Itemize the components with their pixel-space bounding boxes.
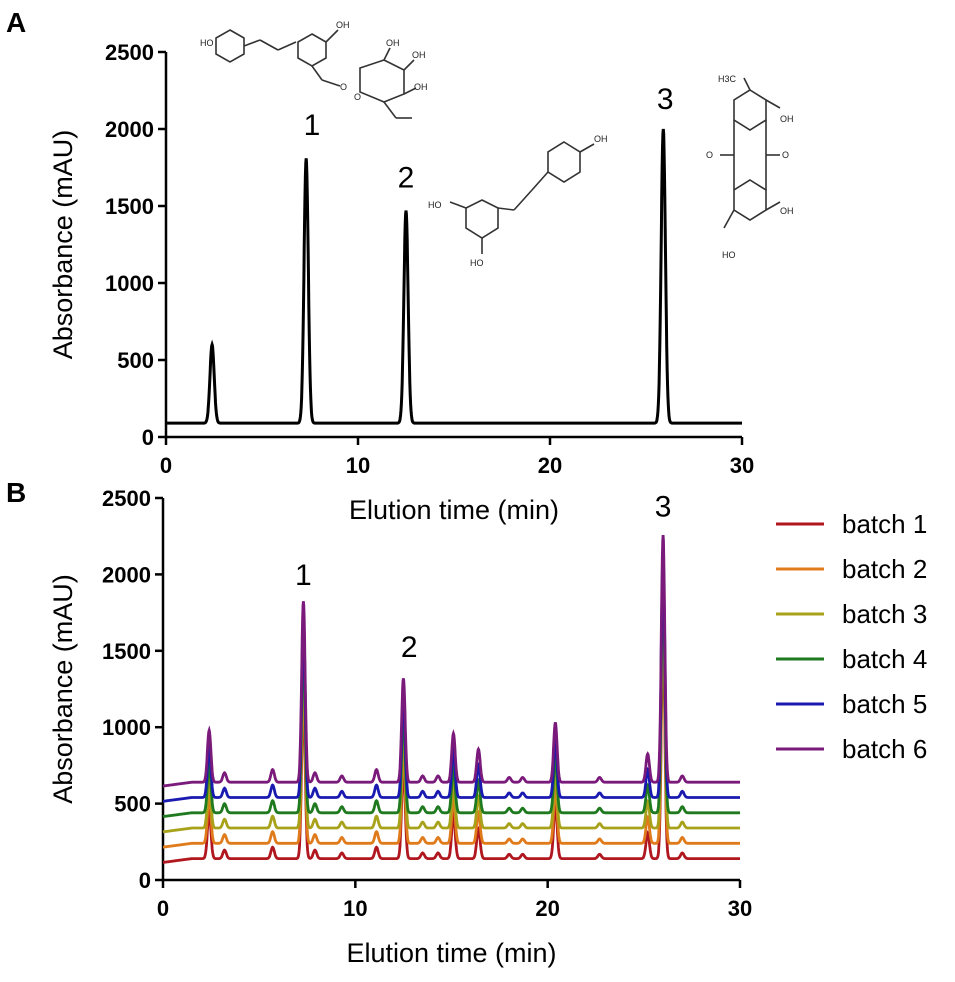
- panel-a-x-tick-label: 0: [160, 453, 172, 478]
- emodin-structure: H3C OH O O OH HO: [706, 74, 794, 260]
- legend-label-batch-4: batch 4: [842, 644, 927, 674]
- panel-b-x-tick-label: 30: [728, 896, 752, 921]
- resveratrol-ho-2-label: HO: [470, 258, 484, 268]
- panel-a-x-tick-label: 30: [730, 453, 754, 478]
- panel-a-y-tick-label: 500: [117, 348, 154, 373]
- polydatin-o-2-label: O: [354, 92, 361, 102]
- panel-a-peak-label-2: 2: [398, 162, 415, 195]
- panel-b-peak-label-3: 3: [655, 490, 672, 523]
- legend-label-batch-3: batch 3: [842, 599, 927, 629]
- panel-a-y-tick-label: 2000: [105, 117, 154, 142]
- panel-b-y-axis-title: Absorbance (mAU): [48, 574, 78, 804]
- panel-b-x-axis-title: Elution time (min): [346, 938, 556, 968]
- emodin-oh-1-label: OH: [780, 114, 794, 124]
- panel-a-peak-label-1: 1: [304, 109, 321, 142]
- panel-b-x-tick-label: 20: [535, 896, 559, 921]
- panel-a-y-axis-title: Absorbance (mAU): [48, 130, 78, 360]
- polydatin-oh-2-label: OH: [386, 38, 400, 48]
- panel-b-chart: 0 500 1000 1500 2000 2500 0 10 20 30 1 2 3 batch 1…: [48, 486, 927, 968]
- polydatin-oh-3-label: OH: [412, 50, 426, 60]
- panel-b-peak-label-1: 1: [295, 559, 312, 592]
- panel-a-x-tick-label: 20: [538, 453, 562, 478]
- panel-a-y-tick-label: 1500: [105, 194, 154, 219]
- panel-a-y-tick-label: 2500: [105, 40, 154, 65]
- panel-a-chromatogram-line: [166, 128, 742, 425]
- panel-b-x-tick-label: 10: [343, 896, 367, 921]
- panel-b-x-tick-label: 0: [157, 896, 169, 921]
- panel-a-y-tick-label: 0: [142, 425, 154, 450]
- panel-a-x-tick-label: 10: [346, 453, 370, 478]
- emodin-o-2-label: O: [782, 150, 789, 160]
- panel-b-y-tick-label: 0: [139, 868, 151, 893]
- polydatin-structure: HO OH O O OH OH OH: [200, 20, 428, 119]
- panel-a-axes: [164, 52, 742, 439]
- panel-a-peak-label-3: 3: [657, 83, 674, 116]
- resveratrol-structure: OH HO HO: [428, 134, 608, 268]
- emodin-o-1-label: O: [706, 150, 713, 160]
- resveratrol-oh-label: OH: [594, 134, 608, 144]
- legend-label-batch-2: batch 2: [842, 554, 927, 584]
- panel-b-legend: batch 1 batch 2 batch 3 batch 4 batch 5 batch…: [776, 509, 927, 764]
- panel-a-letter: A: [6, 7, 26, 38]
- panel-b-series-line-batch-6: [163, 535, 740, 788]
- panel-b-letter: B: [6, 477, 26, 508]
- panel-a-x-axis-title: Elution time (min): [349, 495, 559, 525]
- panel-b-peak-label-2: 2: [401, 631, 418, 664]
- legend-label-batch-5: batch 5: [842, 689, 927, 719]
- panel-a-y-tick-label: 1000: [105, 271, 154, 296]
- panel-b-y-tick-label: 500: [114, 792, 151, 817]
- polydatin-ho-label: HO: [200, 38, 214, 48]
- emodin-oh-2-label: OH: [780, 206, 794, 216]
- emodin-h3c-label: H3C: [718, 74, 737, 84]
- panel-a-chart: 0 500 1000 1500 2000 2500 0 10 20 30 1 2 3 Elution…: [48, 40, 754, 525]
- legend-label-batch-1: batch 1: [842, 509, 927, 539]
- polydatin-oh-4-label: OH: [414, 82, 428, 92]
- legend-label-batch-6: batch 6: [842, 734, 927, 764]
- panel-b-y-tick-label: 2000: [102, 562, 151, 587]
- panel-b-y-tick-label: 1500: [102, 639, 151, 664]
- emodin-ho-label: HO: [722, 250, 736, 260]
- polydatin-o-1-label: O: [340, 82, 347, 92]
- panel-b-y-tick-label: 1000: [102, 715, 151, 740]
- panel-b-y-tick-label: 2500: [102, 486, 151, 511]
- resveratrol-ho-1-label: HO: [428, 200, 442, 210]
- polydatin-oh-1-label: OH: [336, 20, 350, 30]
